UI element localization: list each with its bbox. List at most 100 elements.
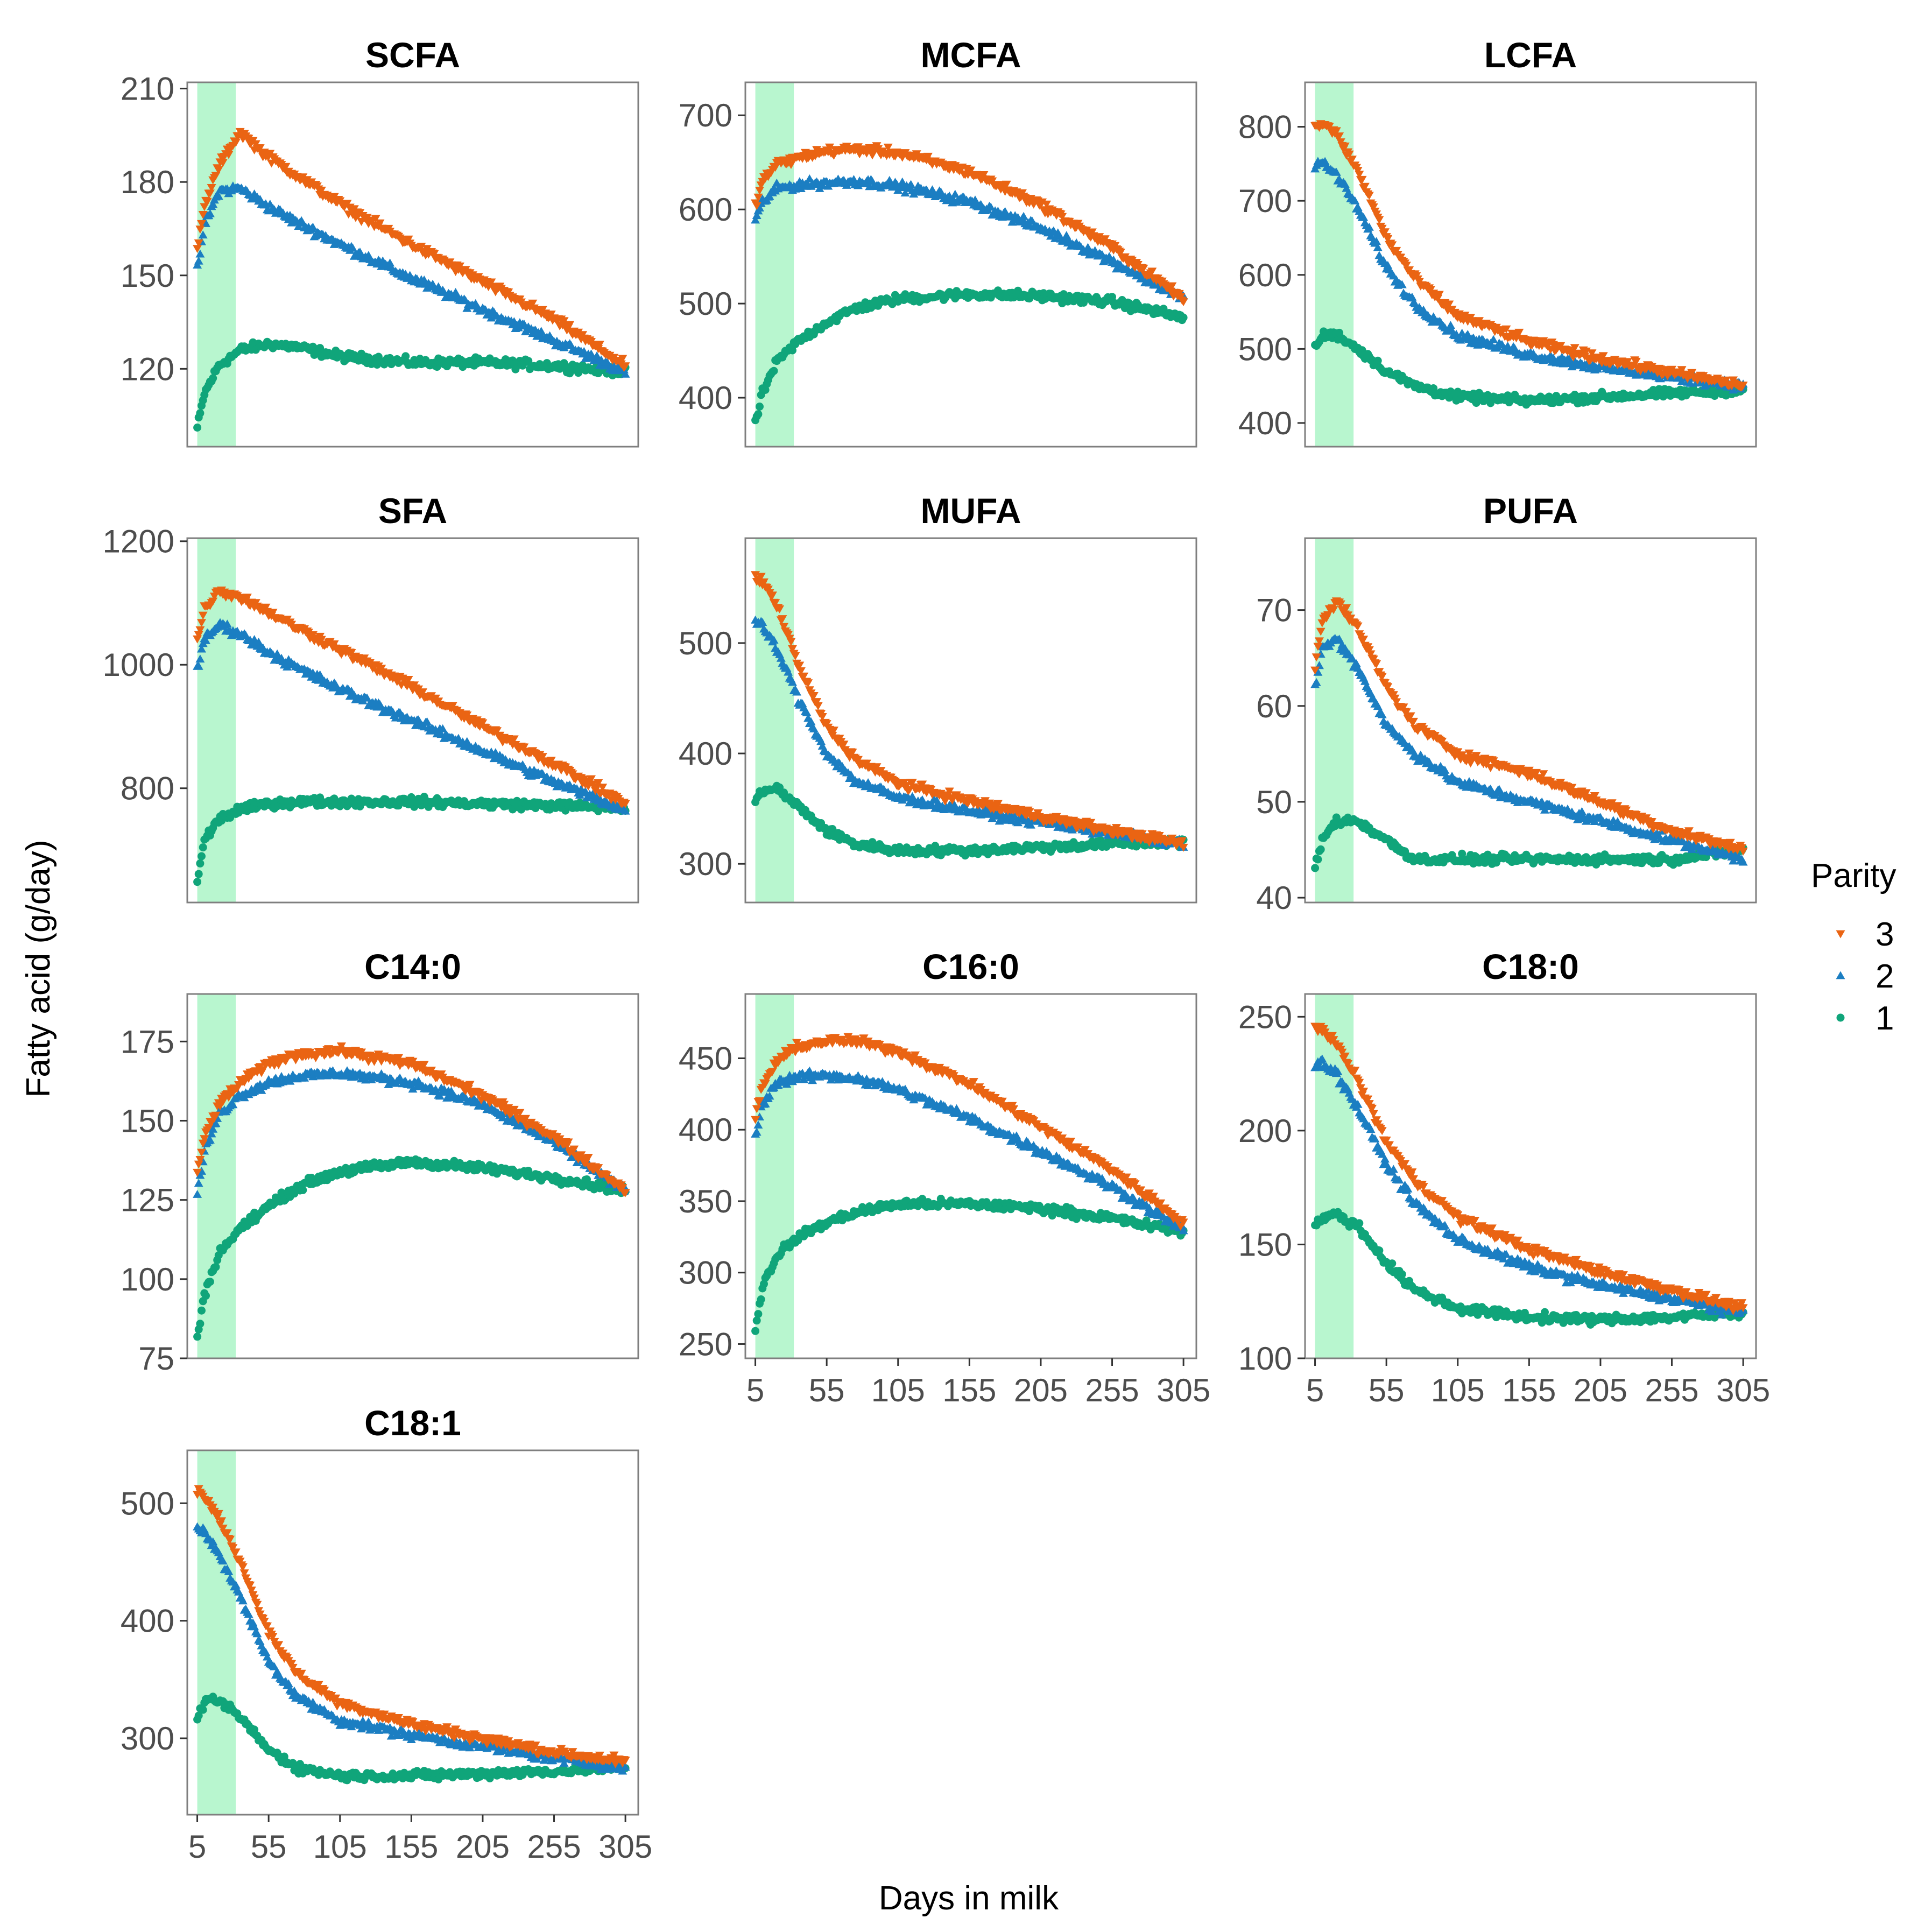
panel-title: MCFA: [921, 35, 1021, 75]
data-point: [251, 140, 260, 149]
data-point: [355, 248, 365, 256]
y-tick-label: 210: [121, 71, 174, 107]
data-point: [308, 222, 318, 231]
panel-border: [186, 81, 639, 448]
data-point: [1383, 235, 1393, 243]
data-point: [756, 403, 764, 411]
data-point: [201, 219, 210, 227]
data-point: [207, 184, 216, 192]
data-point: [194, 870, 203, 878]
data-point: [900, 188, 910, 197]
y-tick-label: 500: [1238, 331, 1292, 367]
data-point: [752, 202, 761, 210]
data-point: [195, 225, 205, 234]
data-point: [1570, 344, 1580, 352]
data-point: [923, 152, 933, 161]
data-point: [825, 143, 834, 152]
data-point: [519, 319, 529, 328]
data-point: [595, 341, 604, 349]
y-tick-label: 1200: [103, 524, 174, 560]
data-point: [1359, 213, 1369, 221]
data-point: [753, 193, 763, 202]
data-point: [771, 164, 780, 172]
series-parity-3: [1310, 120, 1748, 392]
y-tick-label: 800: [1238, 109, 1292, 145]
data-point: [621, 370, 630, 378]
data-point: [455, 262, 464, 271]
data-point: [1340, 142, 1350, 151]
data-point: [1475, 317, 1484, 326]
series-parity-1: [751, 286, 1188, 425]
y-tick-label: 600: [1238, 257, 1292, 293]
data-point: [1360, 182, 1370, 191]
panel-background: [187, 82, 638, 447]
data-point: [222, 619, 232, 628]
data-point: [1444, 300, 1454, 309]
data-point: [1503, 341, 1513, 350]
y-tick-label: 400: [679, 380, 732, 416]
data-point: [1729, 385, 1738, 394]
data-point: [401, 352, 410, 361]
data-point: [196, 409, 205, 418]
data-point: [1407, 292, 1417, 301]
data-point: [1062, 231, 1071, 239]
data-point: [200, 203, 209, 211]
series-parity-1: [193, 337, 630, 432]
data-point: [214, 166, 223, 174]
y-tick-label: 1000: [103, 647, 174, 683]
data-point: [196, 859, 205, 868]
data-point: [1316, 845, 1325, 854]
panel-title: SCFA: [365, 35, 460, 75]
series-parity-2: [193, 181, 630, 378]
data-point: [1677, 366, 1687, 375]
y-tick-label: 300: [679, 846, 732, 882]
data-point: [1687, 369, 1697, 377]
data-point: [1721, 376, 1731, 385]
data-point: [1556, 342, 1566, 350]
data-point: [1501, 325, 1511, 334]
data-point: [1331, 127, 1341, 136]
data-point: [1631, 357, 1641, 366]
data-point: [537, 327, 546, 335]
data-point: [1463, 330, 1472, 338]
data-point: [1364, 222, 1374, 231]
y-tick-label: 500: [679, 625, 732, 661]
panel-title: SFA: [378, 491, 447, 531]
data-point: [752, 211, 761, 219]
data-point: [1344, 150, 1354, 159]
data-point: [868, 151, 877, 160]
data-point: [1446, 321, 1455, 329]
y-tick-label: 400: [1238, 405, 1292, 441]
data-point: [404, 235, 413, 244]
data-point: [198, 211, 208, 219]
data-point: [1127, 257, 1137, 265]
data-point: [950, 189, 960, 198]
y-tick-label: 120: [121, 351, 174, 387]
data-point: [375, 219, 385, 228]
panel-title: MUFA: [921, 491, 1021, 531]
data-point: [1369, 203, 1378, 211]
data-point: [912, 150, 921, 159]
data-point: [1387, 241, 1397, 250]
data-point: [1167, 282, 1177, 291]
data-point: [1139, 264, 1148, 273]
data-point: [986, 202, 996, 211]
data-point: [1373, 356, 1382, 365]
data-point: [214, 192, 223, 200]
y-tick-label: 600: [679, 192, 732, 228]
data-point: [194, 661, 203, 670]
series-parity-2: [193, 618, 630, 815]
data-point: [1179, 313, 1188, 322]
data-point: [1489, 335, 1498, 343]
y-tick-label: 500: [679, 286, 732, 322]
data-point: [371, 215, 380, 223]
data-point: [202, 198, 212, 206]
data-point: [1355, 171, 1364, 179]
data-point: [1019, 211, 1028, 220]
y-tick-label: 150: [121, 258, 174, 294]
data-point: [1350, 196, 1360, 205]
data-point: [970, 195, 980, 204]
data-point: [754, 410, 763, 419]
